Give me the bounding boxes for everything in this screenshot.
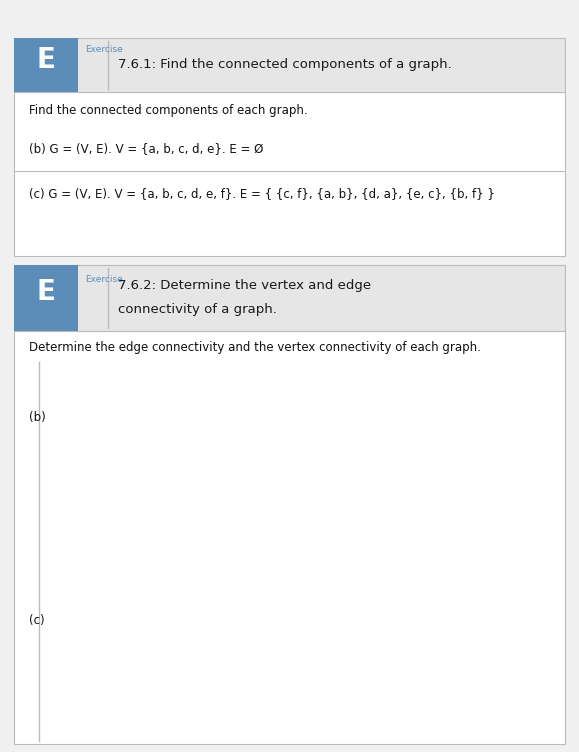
Text: 7.6.2: Determine the vertex and edge: 7.6.2: Determine the vertex and edge — [118, 280, 371, 293]
Text: Exercise: Exercise — [85, 45, 122, 54]
Text: 8: 8 — [472, 429, 480, 442]
Text: (b) G = (V, E). V = {a, b, c, d, e}. E = Ø: (b) G = (V, E). V = {a, b, c, d, e}. E =… — [29, 141, 263, 155]
Text: 1: 1 — [98, 396, 106, 408]
Text: Find the connected components of each graph.: Find the connected components of each gr… — [29, 104, 307, 117]
Text: Determine the edge connectivity and the vertex connectivity of each graph.: Determine the edge connectivity and the … — [29, 341, 481, 354]
Text: c: c — [367, 626, 373, 638]
Text: b: b — [279, 571, 287, 584]
Text: (c) G = (V, E). V = {a, b, c, d, e, f}. E = { {c, f}, {a, b}, {d, a}, {e, c}, {b: (c) G = (V, E). V = {a, b, c, d, e, f}. … — [29, 186, 495, 200]
Text: 5: 5 — [378, 493, 386, 507]
Text: d: d — [279, 734, 287, 747]
Text: 7: 7 — [378, 374, 386, 388]
Text: e: e — [196, 698, 204, 711]
Text: 2: 2 — [319, 429, 327, 442]
Text: connectivity of a graph.: connectivity of a graph. — [118, 303, 277, 316]
Text: a: a — [182, 626, 189, 638]
Text: (c): (c) — [29, 614, 45, 627]
Text: 7.6.1: Find the connected components of a graph.: 7.6.1: Find the connected components of … — [118, 58, 452, 71]
Text: E: E — [36, 47, 56, 74]
Text: 6: 6 — [244, 493, 252, 507]
Text: (b): (b) — [29, 411, 46, 424]
Text: Exercise: Exercise — [85, 274, 122, 284]
Text: E: E — [36, 278, 56, 307]
Text: 3: 3 — [244, 374, 252, 388]
Text: 4: 4 — [98, 450, 106, 462]
